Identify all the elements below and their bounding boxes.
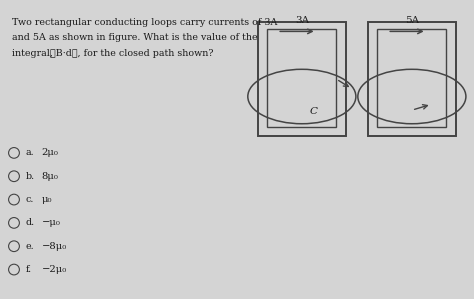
Text: and 5A as shown in figure. What is the value of the: and 5A as shown in figure. What is the v… <box>12 33 258 42</box>
Text: −8μ₀: −8μ₀ <box>42 242 67 251</box>
Text: ∮B·dℓ, for the closed path shown?: ∮B·dℓ, for the closed path shown? <box>50 49 214 58</box>
Text: b.: b. <box>26 172 35 181</box>
Text: 3A: 3A <box>295 16 309 25</box>
Text: 5A: 5A <box>405 16 419 25</box>
Text: 2μ₀: 2μ₀ <box>42 148 58 157</box>
Text: e.: e. <box>26 242 35 251</box>
Bar <box>377 29 446 127</box>
Text: d.: d. <box>26 218 35 228</box>
Bar <box>267 29 336 127</box>
Bar <box>368 22 456 136</box>
Text: −μ₀: −μ₀ <box>42 218 60 228</box>
Text: c.: c. <box>26 195 34 204</box>
Text: μ₀: μ₀ <box>42 195 52 204</box>
Text: a.: a. <box>26 148 35 157</box>
Text: Two rectangular conducting loops carry currents of 3A: Two rectangular conducting loops carry c… <box>12 18 277 27</box>
Text: 8μ₀: 8μ₀ <box>42 172 58 181</box>
Text: −2μ₀: −2μ₀ <box>42 265 67 274</box>
Bar <box>258 22 346 136</box>
Text: f.: f. <box>26 265 32 274</box>
Text: integral,: integral, <box>12 49 56 58</box>
Text: C: C <box>310 107 318 116</box>
